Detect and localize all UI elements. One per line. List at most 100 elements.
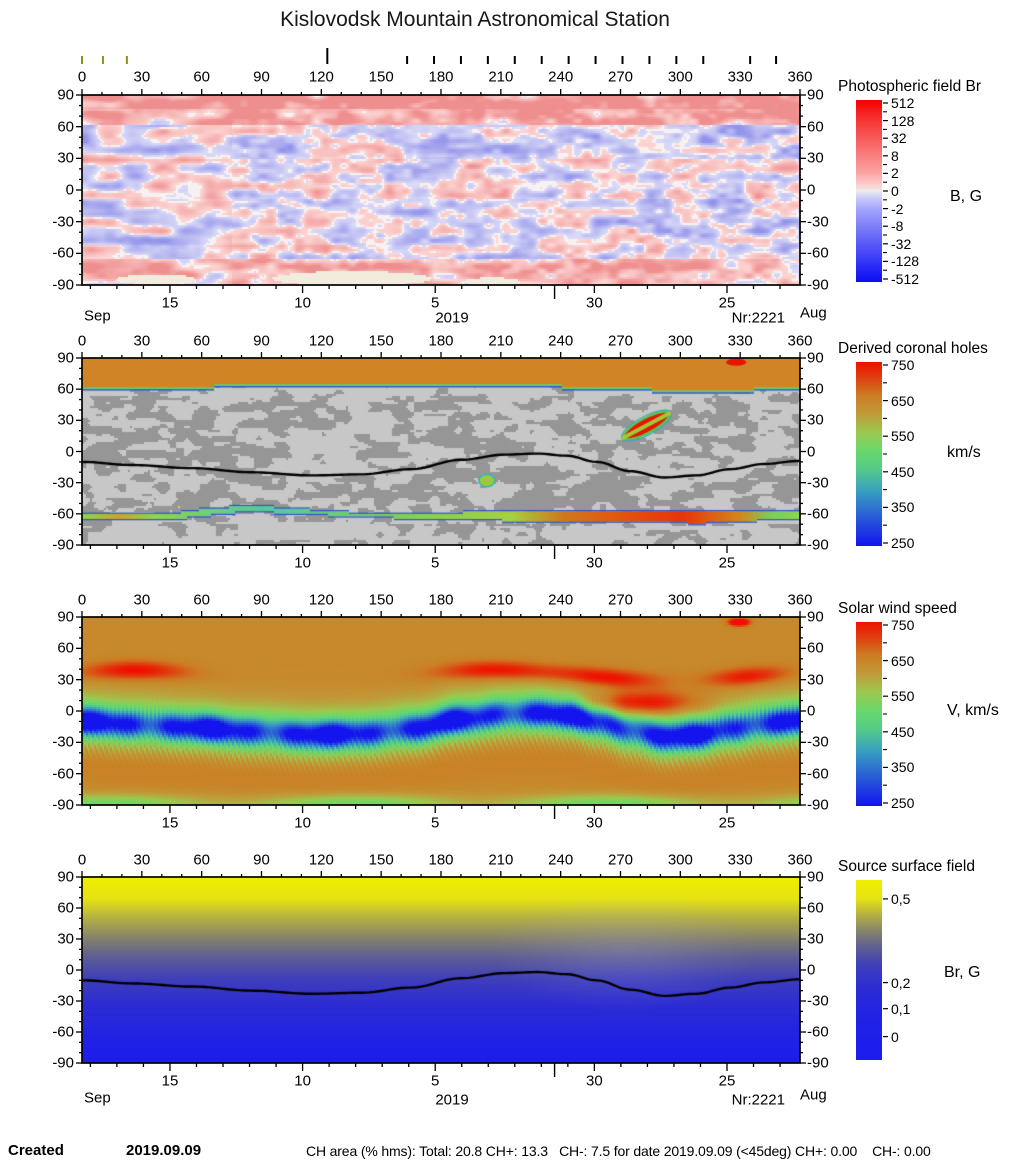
coronal-holes-map — [82, 358, 800, 545]
lon-tick-label: 60 — [193, 332, 210, 350]
date-label: 30 — [586, 814, 603, 832]
lat-tick-label-right: 30 — [807, 411, 824, 429]
lat-tick-label-right: -90 — [807, 796, 829, 814]
date-label: 15 — [161, 294, 179, 312]
cb-tick-label: 750 — [891, 357, 915, 373]
lat-tick-label-left: -90 — [52, 276, 74, 294]
lat-tick-label-right: -60 — [807, 765, 829, 783]
lat-tick-label-left: 60 — [57, 899, 74, 917]
lon-tick-label: 270 — [607, 591, 634, 609]
lon-tick-label: 60 — [193, 591, 210, 609]
lat-tick-label-left: -60 — [52, 505, 74, 523]
lat-tick-label-left: 0 — [65, 443, 74, 460]
lat-tick-label-left: -90 — [52, 1054, 74, 1072]
lon-tick-label: 330 — [727, 332, 753, 350]
cb-tick-label: 750 — [891, 617, 915, 633]
lon-tick-label: 150 — [368, 591, 394, 609]
lat-tick-label-left: 90 — [57, 608, 74, 626]
lat-tick-label-right: -90 — [807, 276, 829, 294]
lat-tick-label-right: 60 — [807, 639, 824, 657]
lat-tick-label-left: 0 — [65, 181, 74, 199]
lat-tick-label-right: -90 — [807, 1054, 829, 1072]
lat-tick-label-left: 90 — [57, 86, 74, 104]
lat-tick-label-right: -30 — [807, 213, 829, 231]
lat-tick-label-right: 60 — [807, 380, 824, 398]
lon-tick-label: 120 — [308, 332, 334, 350]
date-label: 25 — [718, 294, 736, 312]
cb-tick-label: 0 — [891, 183, 899, 199]
lon-tick-label: 60 — [193, 68, 210, 86]
lat-tick-label-right: 60 — [807, 118, 824, 136]
lon-tick-label: 150 — [368, 68, 394, 86]
ch-area-summary: CH area (% hms): Total: 20.8 CH+: 13.3 C… — [306, 1143, 931, 1159]
lon-tick-label: 0 — [77, 332, 87, 350]
lon-tick-label: 30 — [133, 68, 151, 86]
lon-tick-label: 60 — [193, 851, 210, 869]
lat-tick-label-right: 30 — [807, 149, 824, 167]
lat-tick-label-right: -60 — [807, 505, 829, 523]
cb-tick-label: 350 — [891, 759, 915, 776]
lon-tick-label: 270 — [607, 332, 634, 350]
lon-tick-label: 300 — [667, 68, 693, 86]
lon-tick-label: 180 — [428, 591, 454, 609]
lat-tick-label-right: 0 — [807, 702, 816, 720]
cb-tick-label: 0,5 — [891, 890, 911, 907]
cb-tick-label: 550 — [891, 428, 915, 445]
colorbar-title-solar-wind: Solar wind speed — [838, 600, 957, 617]
date-label: 25 — [718, 554, 736, 572]
lat-tick-label-left: -90 — [52, 536, 74, 554]
lon-tick-label: 90 — [253, 851, 270, 869]
cb-tick-label: -512 — [891, 271, 920, 287]
lat-tick-label-right: 30 — [807, 930, 824, 948]
date-label: 10 — [294, 554, 311, 572]
lon-tick-label: 330 — [727, 851, 753, 869]
date-label: 5 — [431, 814, 440, 832]
colorbar-solar-wind — [856, 622, 882, 806]
lat-tick-label-right: -30 — [807, 992, 829, 1010]
date-label: 15 — [161, 1072, 179, 1090]
date-label: 25 — [718, 814, 736, 832]
year-label-2: 2019 — [435, 1091, 469, 1109]
lat-tick-label-right: 30 — [807, 671, 824, 689]
lon-tick-label: 90 — [253, 332, 270, 350]
lon-tick-label: 180 — [428, 68, 454, 86]
source-surface-field-map — [82, 877, 800, 1063]
cb-tick-label: 550 — [891, 688, 915, 705]
date-label: 15 — [161, 814, 179, 832]
date-label: 30 — [586, 1072, 603, 1090]
cb-tick-label: 0 — [891, 1028, 899, 1045]
created-label: Created — [8, 1142, 64, 1159]
lon-tick-label: 180 — [428, 851, 454, 869]
lat-tick-label-right: -30 — [807, 733, 829, 751]
lon-tick-label: 150 — [368, 332, 394, 350]
cb-tick-label: 32 — [891, 130, 907, 147]
unit-label-kms: km/s — [947, 444, 981, 461]
lon-tick-label: 0 — [77, 591, 87, 609]
lat-tick-label-right: -60 — [807, 1023, 829, 1041]
lat-tick-label-left: 60 — [57, 639, 74, 657]
lat-tick-label-left: 30 — [57, 671, 74, 689]
date-label: 5 — [431, 1072, 440, 1090]
lat-tick-label-left: -30 — [52, 474, 74, 492]
lon-tick-label: 360 — [787, 851, 813, 869]
lon-tick-label: 90 — [253, 68, 270, 86]
date-label: 5 — [431, 554, 440, 572]
lat-tick-label-left: 90 — [57, 868, 74, 886]
cb-tick-label: -8 — [891, 218, 904, 235]
lat-tick-label-left: -60 — [52, 1023, 74, 1041]
lon-tick-label: 330 — [727, 591, 753, 609]
lon-tick-label: 210 — [488, 591, 514, 609]
lat-tick-label-left: 30 — [57, 149, 74, 167]
lon-tick-label: 300 — [667, 332, 693, 350]
lat-tick-label-left: 0 — [65, 702, 74, 720]
lon-tick-label: 300 — [667, 591, 693, 609]
page-title: Kislovodsk Mountain Astronomical Station — [280, 8, 670, 31]
lon-tick-label: 360 — [787, 68, 813, 86]
lat-tick-label-left: 30 — [57, 930, 74, 948]
lat-tick-label-right: 90 — [807, 868, 824, 886]
lat-tick-label-right: -30 — [807, 474, 829, 492]
cb-tick-label: 0,2 — [891, 974, 911, 991]
solar-wind-speed-map — [82, 617, 800, 805]
lon-tick-label: 210 — [488, 68, 514, 86]
year-label: 2019 — [435, 309, 469, 327]
